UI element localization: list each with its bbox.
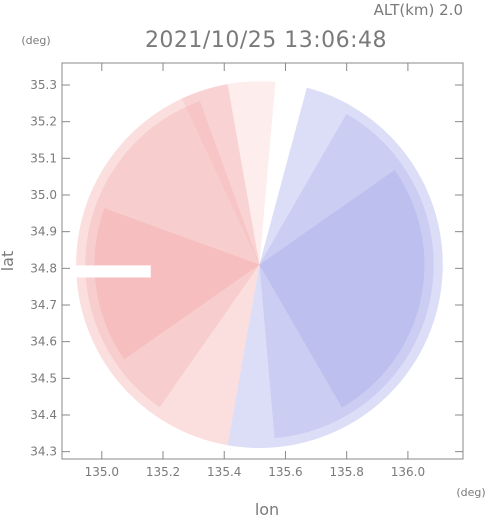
y-tick-label: 34.9 [30, 225, 57, 239]
y-tick-label: 34.7 [30, 298, 57, 312]
y-tick-label: 34.5 [30, 371, 57, 385]
sector-negative-core [259, 170, 425, 408]
x-tick-label: 135.6 [268, 465, 302, 479]
altitude-header: ALT(km) 2.0 [374, 1, 463, 19]
x-tick-label: 135.2 [146, 465, 180, 479]
x-unit-label: (deg) [456, 486, 485, 499]
y-tick-label: 34.8 [30, 261, 57, 275]
sector-positive-north [181, 81, 276, 265]
sector-negative-mid [259, 113, 434, 439]
no-data-notch [62, 265, 151, 278]
y-tick-label: 34.3 [30, 445, 57, 459]
x-tick-label: 135.8 [329, 465, 363, 479]
y-tick-label: 34.4 [30, 408, 57, 422]
sector-positive-outer [76, 84, 260, 446]
x-tick-label: 136.0 [391, 465, 425, 479]
y-tick-label: 35.0 [30, 188, 57, 202]
coverage-disc [76, 81, 443, 449]
x-tick-label: 135.4 [207, 465, 241, 479]
axis-ticks: 135.0 135.2 135.4 135.6 135.8 136.0 34.3 34.4 34… [30, 63, 463, 479]
y-axis-label: lat [0, 251, 17, 272]
y-tick-label: 35.1 [30, 151, 57, 165]
plot-frame [61, 62, 464, 460]
y-unit-label: (deg) [21, 34, 50, 47]
y-tick-label: 35.2 [30, 115, 57, 129]
x-tick-label: 135.0 [85, 465, 119, 479]
sector-negative-outer [227, 87, 443, 449]
velocity-field [62, 81, 443, 449]
sector-positive-core [94, 208, 260, 360]
y-tick-label: 34.6 [30, 335, 57, 349]
y-tick-label: 35.3 [30, 78, 57, 92]
plot-area [62, 81, 443, 449]
chart-title: 2021/10/25 13:06:48 [145, 28, 387, 53]
x-axis-label: lon [255, 500, 279, 519]
sector-positive-mid [85, 101, 260, 408]
